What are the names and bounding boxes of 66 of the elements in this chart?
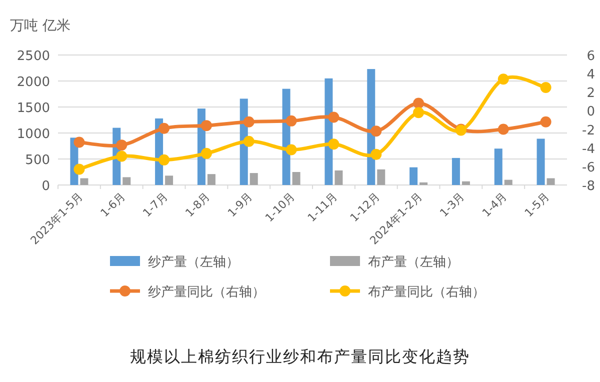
y2-tick-label: 4 [586, 68, 595, 83]
x-tick-label: 1-6月 [98, 190, 128, 220]
y2-tick-label: 2 [586, 86, 595, 102]
point [413, 107, 424, 118]
point [74, 136, 85, 148]
bar [334, 170, 343, 185]
bar [410, 167, 418, 185]
legend-label: 纱产量（左轴） [148, 255, 239, 270]
bar [165, 176, 174, 185]
x-tick-label: 1-3月 [437, 190, 468, 220]
legend-label: 布产量同比（右轴） [368, 285, 485, 300]
x-tick-label: 1-5月 [522, 190, 552, 220]
y-tick-label: 2500 [16, 49, 50, 64]
point [200, 148, 212, 159]
y2-tick-label: -8 [582, 179, 595, 194]
point [498, 124, 509, 135]
bar [80, 178, 88, 185]
bar [420, 182, 428, 185]
bar [494, 148, 502, 185]
y2-tick-label: -6 [582, 160, 595, 176]
bar [546, 178, 555, 185]
point [498, 74, 509, 85]
x-tick-label: 1-8月 [182, 190, 213, 220]
bar [536, 138, 545, 185]
point [370, 148, 382, 160]
x-tick-label: 1-9月 [225, 190, 255, 220]
text: 规模以上棉纺织行业纱和布产量同比变化趋势 [130, 347, 470, 366]
y2-tick-label: 0 [586, 104, 595, 120]
bar [292, 172, 300, 185]
bar [207, 174, 216, 185]
point [243, 116, 254, 128]
y2-tick-label: -2 [582, 123, 595, 138]
bar [504, 180, 512, 185]
point [328, 112, 340, 123]
point [413, 98, 424, 109]
y-tick-label: 1000 [16, 127, 50, 142]
point [200, 120, 212, 132]
point [243, 136, 254, 147]
y2-tick-label: -4 [582, 142, 595, 157]
point [286, 144, 297, 156]
bar [367, 69, 376, 185]
point [74, 164, 85, 175]
point [116, 150, 128, 162]
legend-label: 布产量（左轴） [368, 255, 459, 270]
y-axis-title: 万吨 亿米 [10, 18, 70, 34]
y-tick-label: 500 [25, 153, 50, 168]
y-tick-label: 2000 [16, 75, 50, 90]
point [370, 126, 382, 137]
x-tick-label: 1-4月 [480, 190, 510, 220]
point [116, 140, 128, 151]
point [540, 82, 552, 93]
y2-tick-label: 6 [586, 49, 595, 64]
bar [452, 158, 460, 185]
point [328, 138, 340, 150]
point [286, 115, 297, 126]
bar [122, 177, 131, 185]
bar [377, 169, 386, 185]
point [158, 122, 170, 134]
point [158, 154, 170, 166]
x-tick-label: 1-7月 [140, 190, 170, 220]
legend-label: 纱产量同比（右轴） [148, 285, 265, 300]
bar [462, 181, 470, 185]
y-tick-label: 0 [42, 179, 50, 194]
point [540, 116, 552, 128]
bar [250, 173, 258, 185]
y-tick-label: 1500 [16, 101, 50, 116]
